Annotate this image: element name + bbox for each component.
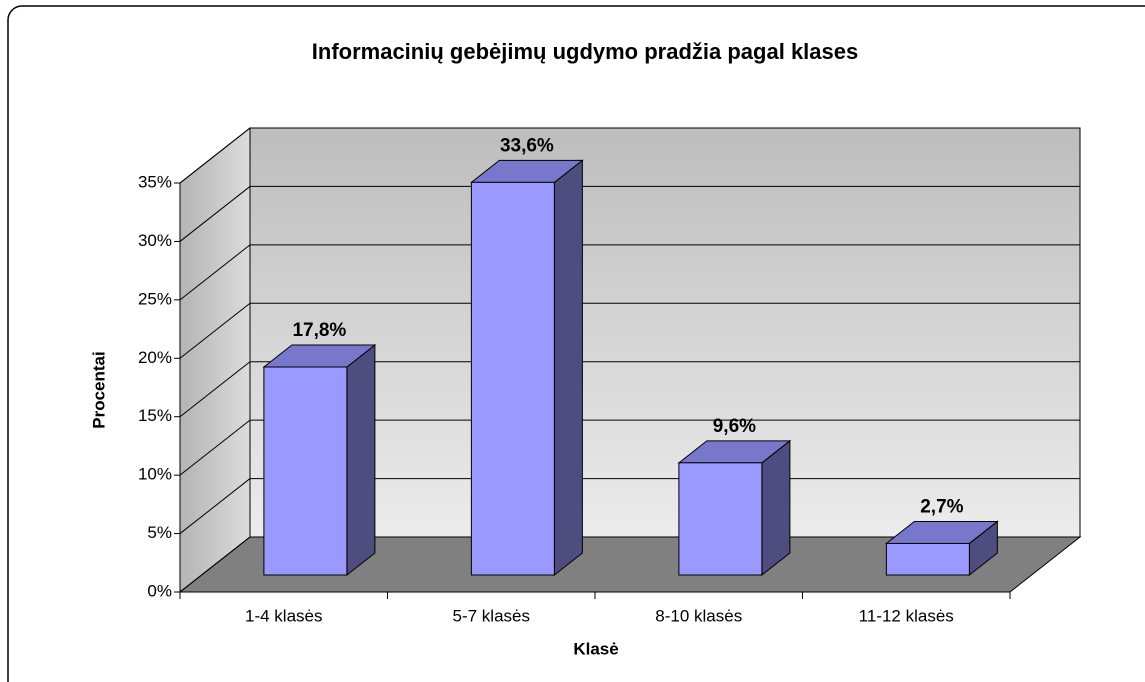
bar: [678, 462, 763, 576]
grid-line: [179, 302, 251, 359]
y-tick-label: 35%: [138, 172, 172, 191]
chart-title: Informacinių gebėjimų ugdymo pradžia pag…: [312, 39, 858, 64]
bar-side: [346, 343, 376, 577]
grid-line: [179, 419, 251, 476]
y-tick-label: 30%: [138, 231, 172, 250]
bar: [885, 542, 970, 576]
y-axis-label: Procentai: [89, 351, 108, 428]
data-label: 2,7%: [920, 496, 963, 517]
x-tick-label: 1-4 klasės: [245, 606, 322, 625]
bar: [470, 181, 555, 576]
bar-side: [553, 159, 583, 577]
grid-line: [179, 127, 251, 184]
bar: [263, 366, 348, 576]
y-tick-label: 25%: [138, 289, 172, 308]
grid-line: [179, 361, 251, 418]
x-tick-label: 5-7 klasės: [453, 606, 530, 625]
y-tick-label: 20%: [138, 348, 172, 367]
bar-side: [761, 439, 791, 577]
x-tick-label: 11-12 klasės: [859, 606, 954, 625]
x-tick-label: 8-10 klasės: [655, 606, 742, 625]
grid-line: [179, 536, 251, 593]
data-label: 9,6%: [713, 416, 756, 437]
grid-line: [179, 478, 251, 534]
side-wall: [179, 126, 251, 594]
grid-line: [179, 186, 251, 242]
grid-line: [179, 244, 251, 301]
y-tick-label: 5%: [147, 523, 172, 542]
y-tick-label: 15%: [138, 406, 172, 425]
y-tick-label: 0%: [147, 581, 172, 600]
data-label: 33,6%: [500, 135, 554, 156]
data-label: 17,8%: [292, 320, 346, 341]
y-tick-label: 10%: [138, 465, 172, 484]
x-axis-label: Klasė: [573, 639, 618, 658]
